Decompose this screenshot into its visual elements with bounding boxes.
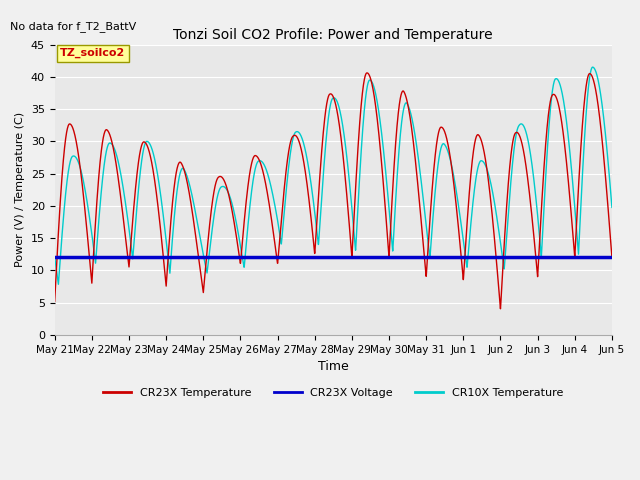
Text: No data for f_T2_BattV: No data for f_T2_BattV <box>10 21 136 32</box>
Title: Tonzi Soil CO2 Profile: Power and Temperature: Tonzi Soil CO2 Profile: Power and Temper… <box>173 28 493 42</box>
Y-axis label: Power (V) / Temperature (C): Power (V) / Temperature (C) <box>15 112 25 267</box>
X-axis label: Time: Time <box>318 360 349 373</box>
Text: TZ_soilco2: TZ_soilco2 <box>60 48 125 59</box>
Legend: CR23X Temperature, CR23X Voltage, CR10X Temperature: CR23X Temperature, CR23X Voltage, CR10X … <box>99 383 568 402</box>
